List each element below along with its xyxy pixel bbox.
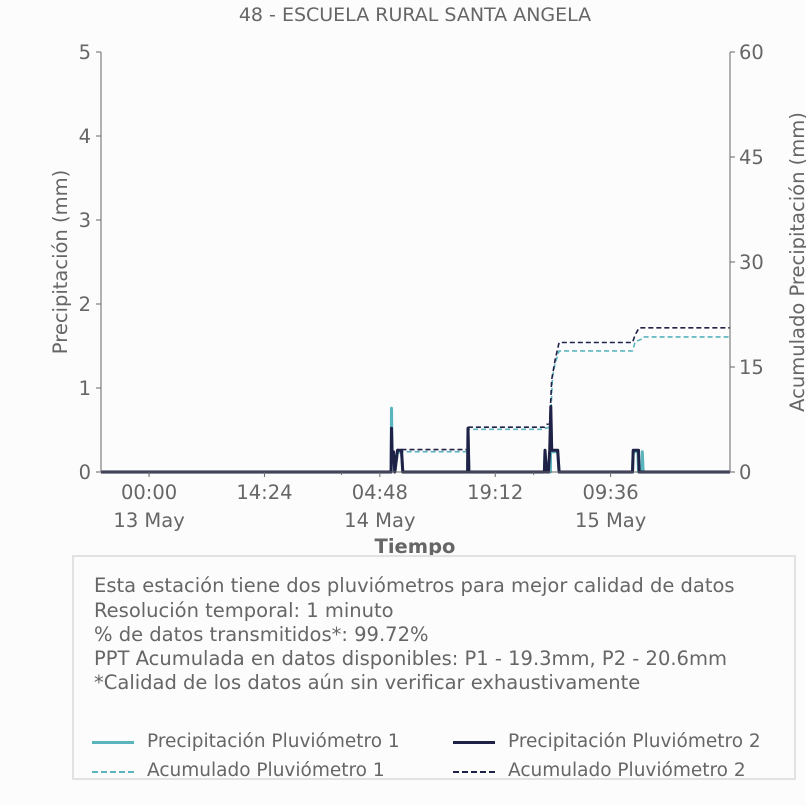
- y2-tick-label: 45: [739, 146, 764, 169]
- x-axis-ticks: 00:00 14:24 04:48 19:12 09:36 13 May 14 May 15 …: [113, 472, 646, 532]
- y-tick-label: 4: [79, 125, 91, 148]
- legend-swatch-dashed-teal: [92, 771, 134, 773]
- x-tick-label: 04:48: [352, 481, 408, 504]
- precipitation-series-p2: [101, 405, 730, 474]
- x-date-label: 13 May: [113, 509, 184, 532]
- legend-label: Acumulado Pluviómetro 2: [508, 760, 746, 781]
- y-tick-label: 5: [79, 41, 91, 64]
- x-axis-label: Tiempo: [375, 535, 456, 558]
- info-legend-box: Esta estación tiene dos pluviómetros par…: [72, 555, 796, 781]
- legend-label: Acumulado Pluviómetro 1: [147, 760, 385, 781]
- info-line-stations: Esta estación tiene dos pluviómetros par…: [94, 574, 735, 597]
- legend-swatch-solid-teal: [92, 741, 134, 744]
- y2-axis-ticks: 0 15 30 45 60: [730, 41, 764, 484]
- info-line-accumulated: PPT Acumulada en datos disponibles: P1 -…: [94, 647, 727, 670]
- info-line-resolution: Resolución temporal: 1 minuto: [94, 599, 394, 622]
- x-tick-label: 19:12: [467, 481, 523, 504]
- y2-tick-label: 0: [739, 461, 751, 484]
- x-tick-label: 00:00: [121, 481, 177, 504]
- legend-swatch-dashed-navy: [453, 771, 495, 773]
- x-tick-label: 14:24: [236, 481, 292, 504]
- legend-label: Precipitación Pluviómetro 1: [147, 731, 400, 752]
- y2-axis-label: Acumulado Precipitación (mm): [786, 112, 806, 412]
- plot-area: [101, 326, 730, 474]
- y2-tick-label: 60: [739, 41, 764, 64]
- y-tick-label: 3: [79, 209, 91, 232]
- chart-title: 48 - ESCUELA RURAL SANTA ANGELA: [239, 4, 591, 26]
- legend-label: Precipitación Pluviómetro 2: [508, 731, 761, 752]
- y-tick-label: 2: [79, 293, 91, 316]
- y2-tick-label: 15: [739, 356, 764, 379]
- x-tick-label: 09:36: [583, 481, 639, 504]
- y-axis-ticks: 0 1 2 3 4 5: [79, 41, 101, 484]
- info-line-transmitted: % de datos transmitidos*: 99.72%: [94, 623, 429, 646]
- legend-swatch-solid-navy: [453, 741, 495, 744]
- x-date-label: 14 May: [344, 509, 415, 532]
- y2-tick-label: 30: [739, 251, 764, 274]
- x-date-label: 15 May: [575, 509, 646, 532]
- y-tick-label: 1: [79, 377, 91, 400]
- y-axis-label: Precipitación (mm): [49, 170, 72, 354]
- precipitation-series-p1: [101, 406, 730, 474]
- y-tick-label: 0: [79, 461, 91, 484]
- info-line-quality-note: *Calidad de los datos aún sin verificar …: [94, 671, 641, 694]
